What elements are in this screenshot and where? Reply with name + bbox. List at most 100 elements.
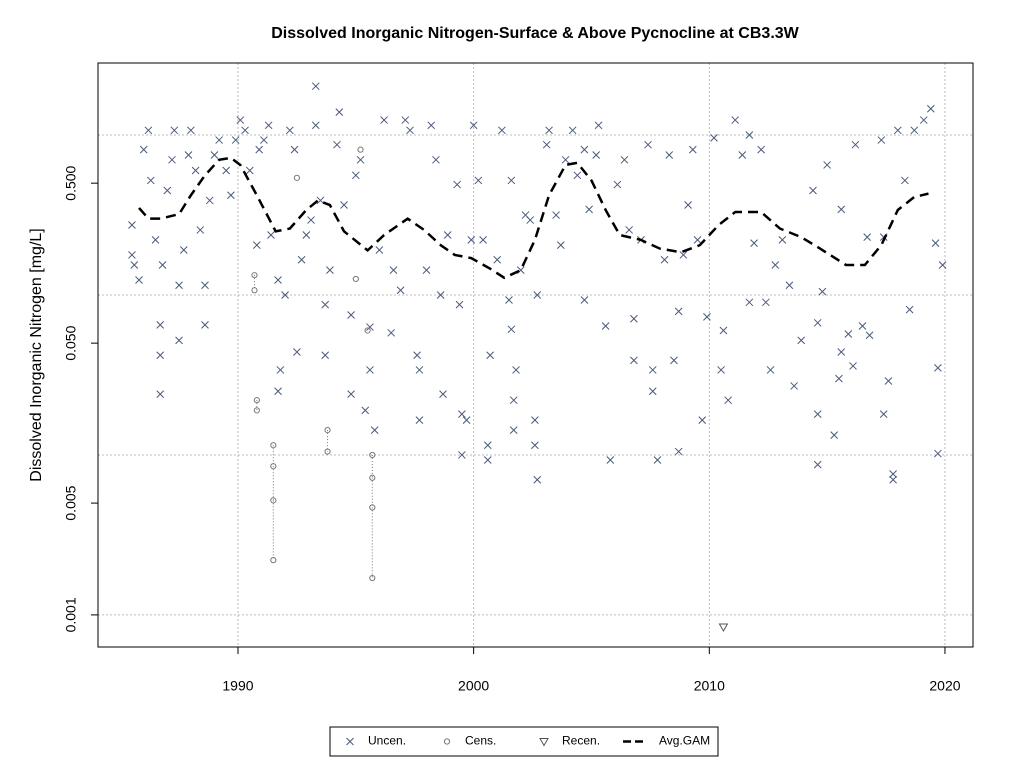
data-point [281,291,289,299]
data-point [347,311,355,319]
data-point [369,474,376,481]
chart-title: Dissolved Inorganic Nitrogen-Surface & A… [271,25,799,42]
data-point [594,121,603,130]
data-point [568,126,577,135]
data-point [717,366,725,374]
data-point [151,236,160,244]
data-point [483,456,492,464]
data-point [387,328,396,337]
data-point [401,116,410,124]
y-tick-label: 0.001 [63,597,79,632]
data-point [865,331,874,340]
data-point [785,281,794,290]
data-point [505,296,513,304]
data-point [486,351,494,360]
legend-symbol [443,738,451,745]
data-point [926,104,935,113]
data-point [316,196,325,205]
data-point [175,281,183,290]
y-tick-label: 0.005 [63,485,79,520]
data-point [270,557,277,564]
gam-line [138,156,929,280]
data-point [179,246,188,254]
data-point [158,261,167,269]
data-point [201,321,209,329]
data-point [718,623,729,633]
data-point [324,426,331,434]
data-point [745,298,754,307]
x-tick-label: 2010 [694,678,725,694]
data-point [835,374,843,383]
data-point [509,396,518,405]
data-point [251,287,258,294]
data-point [267,231,275,239]
data-point [849,362,857,370]
data-point [674,307,683,316]
data-point [196,226,205,234]
data-point [432,155,440,164]
data-point [139,145,148,154]
data-point [168,155,176,164]
data-point [396,286,405,295]
data-point [644,140,652,149]
data-point [453,180,461,189]
data-point [893,126,902,135]
data-point [462,416,471,425]
data-point [710,134,718,142]
data-point [533,291,542,299]
data-point [270,497,277,504]
data-point [823,161,831,169]
legend-label: Recen. [562,734,600,748]
data-point [693,236,702,244]
data-point [858,322,867,330]
data-point [674,447,683,456]
legend-box [329,726,719,757]
x-tick-label: 1990 [222,678,253,694]
data-point [369,504,376,511]
data-point [592,151,601,159]
data-point [552,211,560,219]
data-point [366,366,374,374]
data-point [458,451,466,459]
data-point [415,416,424,425]
data-point [630,314,638,323]
data-point [931,239,940,247]
data-point [415,366,424,374]
data-point [660,255,669,264]
data-point [684,201,692,209]
data-point [467,236,476,244]
data-point [719,326,728,335]
data-point [844,330,853,338]
data-point [321,300,330,309]
data-point [509,426,518,434]
data-point [128,221,136,229]
data-point [364,327,371,334]
data-point [175,336,183,345]
data-point [698,416,707,425]
x-tick-label: 2020 [929,678,960,694]
data-point [483,441,492,450]
data-point [369,451,376,459]
data-point [863,233,872,241]
data-point [531,441,539,450]
data-point [302,231,311,239]
data-point [357,146,364,153]
data-point [512,366,520,374]
legend-symbol [346,737,354,746]
data-point [163,186,172,195]
y-tick-label: 0.500 [63,165,79,200]
data-point [561,155,570,164]
data-point [493,255,502,264]
data-point [580,145,589,154]
data-point [648,366,657,374]
data-point [255,145,264,154]
data-point [889,470,897,478]
data-point [545,126,553,135]
data-point [191,166,200,175]
data-point [934,364,942,372]
data-point [851,140,860,149]
data-point [778,236,787,244]
data-point [771,261,780,269]
data-point [879,410,888,418]
